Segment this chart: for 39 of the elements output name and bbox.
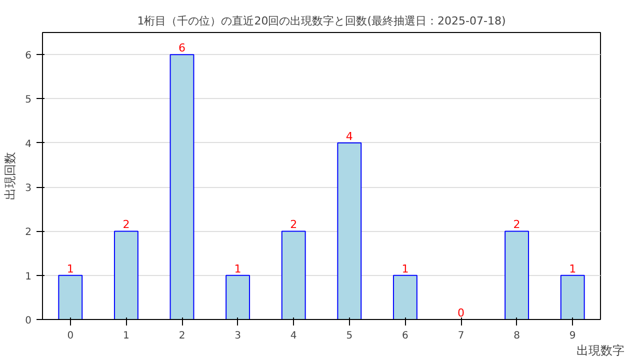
data-label: 2 — [290, 218, 298, 232]
bar — [560, 274, 585, 320]
x-tick-label: 1 — [123, 330, 130, 342]
x-tick-label: 5 — [346, 330, 353, 342]
bar — [392, 274, 418, 320]
bar — [281, 230, 306, 320]
y-tick-label: 4 — [25, 138, 32, 150]
chart-title: 1桁目（千の位）の直近20回の出現数字と回数(最終抽選日：2025-07-18) — [137, 14, 506, 28]
bar — [58, 274, 83, 320]
bar — [504, 230, 530, 320]
bar — [337, 142, 362, 320]
bar — [226, 274, 250, 320]
data-label: 2 — [122, 218, 130, 232]
x-tick-label: 8 — [514, 330, 520, 342]
y-tick-label: 3 — [25, 183, 32, 194]
y-tick-label: 5 — [25, 94, 32, 106]
y-axis-title: 出現回数 — [3, 152, 18, 200]
y-tick-label: 2 — [25, 227, 32, 238]
data-label: 2 — [513, 218, 520, 232]
x-tick-label: 3 — [234, 330, 241, 342]
x-axis-title: 出現数字 — [576, 344, 624, 358]
x-tick-label: 0 — [67, 330, 74, 342]
data-label: 4 — [346, 130, 353, 143]
data-label: 0 — [458, 306, 464, 320]
x-tick-label: 4 — [290, 330, 297, 342]
data-label: 1 — [402, 262, 409, 276]
x-tick-label: 9 — [569, 330, 576, 342]
data-label: 1 — [66, 262, 74, 276]
bar — [170, 54, 194, 320]
y-tick-label: 0 — [25, 316, 32, 326]
x-tick-label: 7 — [458, 330, 464, 342]
y-tick-label: 6 — [25, 50, 32, 62]
x-tick-label: 6 — [402, 330, 408, 342]
bar — [114, 230, 138, 320]
x-tick-label: 2 — [178, 330, 186, 342]
y-tick-label: 1 — [25, 271, 32, 282]
data-label: 1 — [234, 262, 242, 276]
data-label: 1 — [569, 262, 576, 276]
data-label: 6 — [178, 42, 186, 55]
